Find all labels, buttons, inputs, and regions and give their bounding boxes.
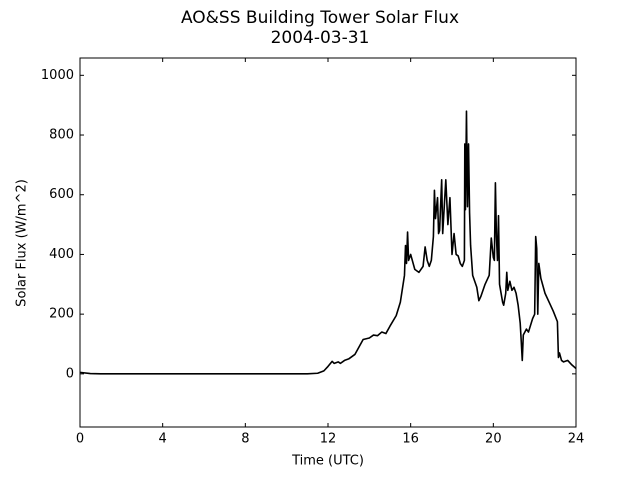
y-tick-label: 0 (66, 366, 74, 381)
plot-frame (79, 57, 577, 428)
flux-line (79, 110, 577, 375)
y-axis-label: Solar Flux (W/m^2) (15, 179, 30, 307)
x-tick-label: 24 (568, 432, 585, 447)
x-tick-label: 12 (320, 432, 337, 447)
x-axis-label: Time (UTC) (291, 454, 364, 469)
x-tick-label: 20 (485, 432, 502, 447)
y-tick-label: 1000 (41, 68, 74, 83)
x-tick-label: 16 (402, 432, 419, 447)
y-tick-label: 400 (49, 247, 74, 262)
x-tick-label: 4 (159, 432, 167, 447)
y-tick-label: 800 (49, 128, 74, 143)
y-tick-label: 600 (49, 187, 74, 202)
x-tick-label: 8 (241, 432, 249, 447)
y-tick-label: 200 (49, 307, 74, 322)
x-tick-label: 0 (76, 432, 84, 447)
chart-subtitle: 2004-03-31 (271, 28, 370, 48)
chart-title: AO&SS Building Tower Solar Flux (181, 8, 459, 28)
